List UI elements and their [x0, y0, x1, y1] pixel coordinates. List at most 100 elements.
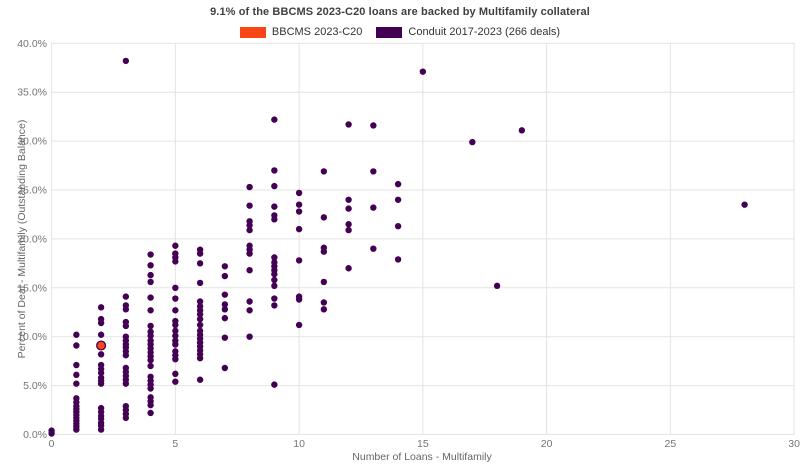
- point-conduit: [196, 260, 204, 267]
- point-conduit: [97, 331, 105, 338]
- point-conduit: [271, 167, 278, 174]
- point-conduit: [221, 306, 229, 313]
- point-conduit: [73, 361, 80, 369]
- legend-swatch-conduit: [376, 26, 403, 38]
- point-conduit: [271, 216, 278, 223]
- point-conduit: [271, 276, 278, 284]
- point-conduit: [394, 196, 402, 203]
- point-conduit: [320, 299, 328, 306]
- point-conduit: [147, 356, 154, 364]
- point-conduit: [469, 138, 476, 146]
- point-conduit: [221, 263, 229, 270]
- point-conduit: [493, 282, 501, 290]
- point-conduit: [345, 265, 352, 272]
- point-conduit: [295, 189, 303, 197]
- legend-swatch-bbcms: [239, 26, 266, 38]
- point-conduit: [295, 201, 303, 208]
- point-conduit: [97, 369, 105, 377]
- point-conduit: [147, 362, 154, 370]
- point-conduit: [147, 271, 154, 279]
- x-tick-label: 0: [49, 438, 55, 450]
- point-conduit: [172, 327, 179, 335]
- point-conduit: [122, 380, 130, 387]
- point-conduit: [271, 203, 278, 210]
- point-conduit: [172, 341, 179, 348]
- y-tick-label: 0.0%: [23, 429, 47, 441]
- point-conduit: [295, 296, 303, 303]
- point-conduit: [172, 242, 179, 249]
- legend: BBCMS 2023-C20 Conduit 2017-2023 (266 de…: [0, 26, 800, 38]
- point-conduit: [246, 333, 253, 340]
- point-conduit: [147, 294, 154, 301]
- point-conduit: [246, 226, 253, 234]
- point-conduit: [370, 245, 377, 252]
- point-conduit: [271, 116, 278, 123]
- x-axis-title: Number of Loans - Multifamily: [352, 451, 492, 463]
- point-conduit: [196, 321, 204, 329]
- legend-item-bbcms[interactable]: BBCMS 2023-C20: [239, 26, 363, 38]
- point-conduit: [271, 302, 278, 309]
- y-tick-label: 20.0%: [17, 233, 47, 245]
- point-conduit: [147, 332, 154, 339]
- point-conduit: [370, 168, 377, 175]
- point-conduit: [147, 262, 154, 269]
- point-conduit: [320, 306, 328, 313]
- point-conduit: [147, 278, 154, 286]
- point-conduit: [246, 202, 253, 209]
- point-conduit: [73, 342, 80, 349]
- point-conduit: [246, 298, 253, 305]
- point-conduit: [221, 301, 229, 308]
- point-conduit: [196, 315, 204, 323]
- point-conduit: [221, 291, 229, 298]
- point-conduit: [147, 307, 154, 314]
- point-conduit: [97, 351, 105, 358]
- legend-label-bbcms: BBCMS 2023-C20: [271, 26, 363, 38]
- x-tick-label: 25: [665, 438, 677, 450]
- x-tick-label: 10: [293, 438, 305, 450]
- point-conduit: [394, 222, 402, 230]
- point-conduit: [122, 414, 130, 422]
- point-conduit: [196, 298, 204, 305]
- point-conduit: [320, 214, 328, 221]
- point-conduit: [147, 409, 154, 417]
- point-conduit: [73, 371, 80, 379]
- point-conduit: [295, 321, 303, 329]
- point-conduit: [221, 334, 229, 341]
- legend-item-conduit[interactable]: Conduit 2017-2023 (266 deals): [376, 26, 560, 38]
- point-conduit: [271, 254, 278, 261]
- point-conduit: [73, 380, 80, 387]
- point-conduit: [295, 208, 303, 215]
- point-conduit: [97, 304, 105, 311]
- point-conduit: [271, 182, 278, 190]
- point-conduit: [172, 295, 179, 302]
- point-conduit: [271, 282, 278, 290]
- point-conduit: [147, 401, 154, 409]
- point-conduit: [345, 226, 352, 234]
- point-conduit: [196, 250, 204, 257]
- point-conduit: [172, 258, 179, 265]
- point-conduit: [172, 355, 179, 363]
- point-conduit: [172, 370, 179, 378]
- y-tick-label: 10.0%: [17, 331, 47, 343]
- point-conduit: [122, 306, 130, 313]
- point-conduit: [147, 385, 154, 392]
- point-conduit: [345, 121, 352, 128]
- point-bbcms: [96, 340, 107, 351]
- point-conduit: [147, 251, 154, 258]
- point-conduit: [246, 222, 253, 229]
- point-conduit: [196, 311, 204, 318]
- point-conduit: [246, 266, 253, 274]
- x-tick-label: 30: [788, 438, 800, 450]
- point-conduit: [172, 284, 179, 291]
- point-conduit: [394, 256, 402, 263]
- point-conduit: [295, 257, 303, 264]
- point-conduit: [122, 352, 130, 359]
- legend-label-conduit: Conduit 2017-2023 (266 deals): [408, 26, 561, 38]
- point-conduit: [345, 196, 352, 203]
- point-conduit: [97, 380, 105, 387]
- point-conduit: [172, 332, 179, 339]
- point-conduit: [172, 307, 179, 314]
- point-conduit: [271, 270, 278, 278]
